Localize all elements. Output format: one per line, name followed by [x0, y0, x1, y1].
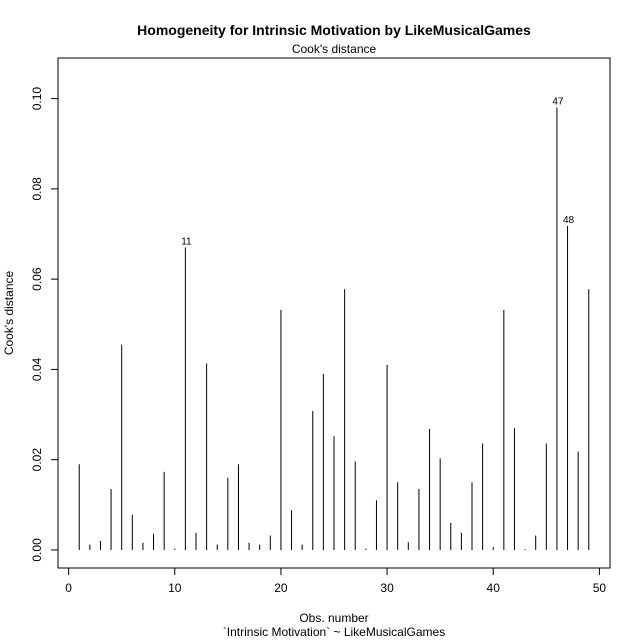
point-label: 47 [552, 97, 564, 108]
point-annotations: 11 47 48 [181, 97, 574, 248]
y-tick-label: 0.02 [30, 448, 44, 472]
x-axis-label: Obs. number [299, 611, 368, 625]
y-tick-label: 0.10 [30, 87, 44, 111]
y-axis-label: Cook's distance [2, 271, 16, 356]
x-axis-sublabel: `Intrinsic Motivation` ~ LikeMusicalGame… [223, 625, 445, 639]
y-tick-label: 0.04 [30, 357, 44, 381]
y-tick-label: 0.00 [30, 538, 44, 562]
x-tick-label: 10 [168, 581, 182, 595]
spike-series [78, 107, 590, 550]
x-tick-label: 20 [274, 581, 288, 595]
x-tick-label: 50 [593, 581, 607, 595]
x-tick-label: 40 [487, 581, 501, 595]
x-tick-label: 0 [65, 581, 72, 595]
point-label: 48 [563, 215, 575, 226]
y-tick-label: 0.06 [30, 267, 44, 291]
point-label: 11 [181, 237, 192, 248]
chart-subtitle: Cook's distance [292, 42, 377, 56]
x-axis: 0 10 20 30 40 50 [65, 567, 607, 595]
y-axis: 0.00 0.02 0.04 0.06 0.08 0.10 [30, 87, 59, 562]
chart-title: Homogeneity for Intrinsic Motivation by … [137, 22, 531, 38]
x-tick-label: 30 [380, 581, 394, 595]
y-tick-label: 0.08 [30, 177, 44, 201]
